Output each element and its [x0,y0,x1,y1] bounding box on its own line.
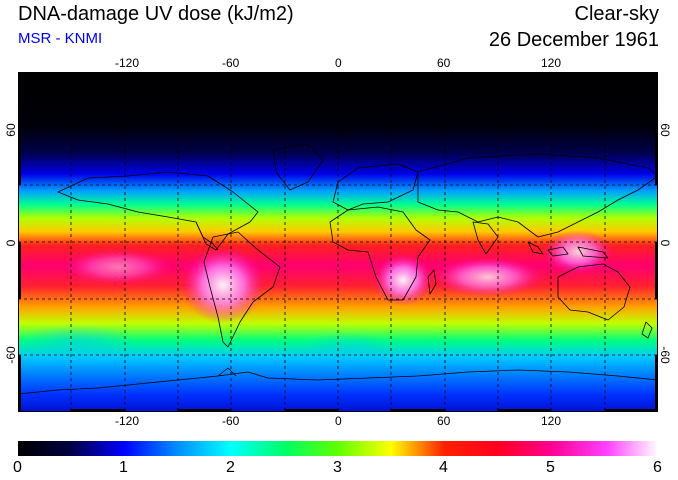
lon-tick-top-3: 0 [335,56,342,70]
uv-low-south-pacific [18,324,138,360]
map-title: DNA-damage UV dose (kJ/m2) [18,3,294,25]
lat-tick-left-3: -60 [4,346,18,364]
colorbar-label-6: 6 [653,459,662,476]
lon-tick-bottom-4: 60 [437,414,451,428]
lon-tick-bottom-3: 0 [335,414,342,428]
uv-maximum-south-america [181,247,265,323]
colorbar-label-3: 3 [333,459,342,476]
colorbar-fill [18,441,658,456]
uv-maximum-southern-africa [373,254,433,306]
uv-dose-map [18,72,658,412]
map-date: 26 December 1961 [488,29,659,51]
colorbar-label-4: 4 [439,459,448,476]
lat-tick-right-3: -60 [658,346,672,364]
lon-tick-top-2: -60 [222,56,240,70]
lon-tick-top-5: 120 [541,56,562,70]
map-subtitle: MSR - KNMI [18,30,103,47]
sky-condition: Clear-sky [574,3,659,25]
frame-scale-bars [18,72,658,412]
graticule [18,72,658,412]
lon-tick-top-4: 60 [437,56,451,70]
lat-tick-left-2: 0 [4,239,18,247]
lat-tick-left-1: 60 [4,123,18,137]
uv-maximum-pacific [63,249,173,285]
colorbar [18,441,658,456]
uv-low-south-atlantic [298,332,398,362]
lon-tick-bottom-2: -60 [222,414,240,428]
lon-tick-bottom-1: -120 [115,414,140,428]
lon-tick-bottom-5: 120 [541,414,562,428]
lon-tick-top-1: -120 [115,56,140,70]
colorbar-label-1: 1 [119,459,128,476]
lat-tick-right-2: 0 [658,239,672,247]
colorbar-label-5: 5 [546,459,555,476]
lat-tick-right-1: 60 [658,123,672,137]
coastlines [18,143,658,395]
uv-maximum-indian-ocean [433,257,543,297]
colorbar-label-2: 2 [226,459,235,476]
uv-maximum-maritime [543,230,613,274]
colorbar-label-0: 0 [13,459,22,476]
